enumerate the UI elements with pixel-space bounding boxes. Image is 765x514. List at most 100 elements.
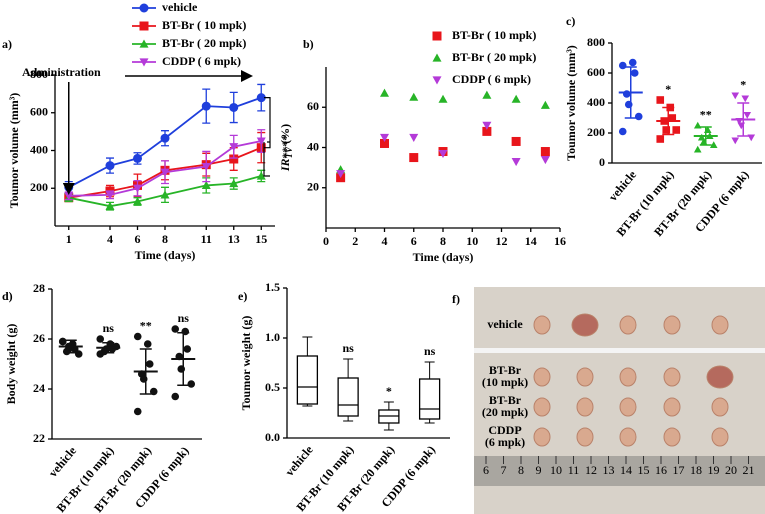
y-tick-label: 800 <box>587 35 605 49</box>
ruler <box>474 456 765 486</box>
x-tick-label: 6 <box>411 234 417 248</box>
y-tick-label: 0.0 <box>265 430 280 444</box>
x-tick-label: vehicle <box>606 167 640 204</box>
marker <box>630 69 639 77</box>
x-tick-label: vehicle <box>282 442 316 479</box>
box <box>296 355 319 405</box>
panel-label: d) <box>2 289 13 303</box>
marker <box>747 134 756 142</box>
legend-label: CDDP ( 6 mpk) <box>452 72 531 86</box>
significance-label: * <box>386 384 392 398</box>
y-axis-label: Toumor volume (mm³) <box>7 93 21 209</box>
marker <box>672 126 681 134</box>
row-label-line: CDDP <box>488 423 521 437</box>
marker <box>105 201 115 210</box>
significance-label: ** <box>700 107 712 121</box>
marker <box>511 157 521 167</box>
bracket <box>263 97 271 177</box>
tumor <box>619 367 637 387</box>
panel-label: a) <box>2 37 12 51</box>
marker <box>256 171 266 180</box>
legend-label: BT-Br ( 10 mpk) <box>162 18 246 32</box>
y-axis-label: Toumor weight (g) <box>239 316 253 411</box>
significance-label: * <box>665 82 671 96</box>
row-label-line: (20 mpk) <box>482 405 528 419</box>
marker <box>438 94 448 103</box>
marker <box>201 162 211 172</box>
y-tick-label: 600 <box>587 65 605 79</box>
y-tick-label: 20 <box>307 180 319 194</box>
row-label-line: vehicle <box>487 317 523 331</box>
marker <box>105 161 115 171</box>
marker <box>622 90 631 98</box>
marker <box>656 135 665 143</box>
marker <box>668 114 677 122</box>
y-tick-label: 0.5 <box>265 380 280 394</box>
x-tick-label: 0 <box>323 234 329 248</box>
marker <box>133 153 142 163</box>
marker <box>482 126 492 136</box>
y-tick-label: 200 <box>587 125 605 139</box>
row-label-line: BT-Br <box>489 363 522 377</box>
marker <box>96 335 105 343</box>
marker <box>201 180 211 190</box>
marker <box>380 138 389 148</box>
y-tick-label: 800 <box>30 67 48 81</box>
y-tick-label: 40 <box>307 139 319 153</box>
legend-label: BT-Br ( 20 mpk) <box>162 36 246 50</box>
marker <box>187 380 196 388</box>
x-axis-label: Time (days) <box>135 248 196 262</box>
tumor <box>576 427 594 447</box>
x-tick-label: 1 <box>66 232 72 246</box>
tumor <box>533 315 551 335</box>
x-tick-label: 8 <box>162 232 168 246</box>
marker <box>540 147 550 157</box>
ruler-label: 10 <box>550 463 562 477</box>
marker <box>183 345 192 353</box>
y-axis-label: Body weight (g) <box>4 324 18 405</box>
y-tick-label: 22 <box>33 431 45 445</box>
panel-label: c) <box>566 14 575 28</box>
tumor <box>576 367 594 387</box>
panel-label: f) <box>452 292 460 306</box>
marker <box>634 112 643 121</box>
ruler-label: 15 <box>638 463 650 477</box>
row-label-line: BT-Br <box>489 393 522 407</box>
significance-label: ** <box>140 318 152 332</box>
marker <box>741 95 750 103</box>
marker <box>58 337 67 346</box>
tumor <box>663 427 681 447</box>
x-tick-label: 11 <box>201 232 212 246</box>
marker <box>201 101 211 111</box>
marker <box>112 342 121 351</box>
y-tick-label: 1.5 <box>265 280 280 294</box>
x-tick-label: 13 <box>228 232 240 246</box>
x-tick-label: 4 <box>107 232 113 246</box>
marker <box>693 121 702 129</box>
significance-label: **** <box>276 135 290 159</box>
x-tick-label: 12 <box>496 234 508 248</box>
tumor <box>663 315 681 335</box>
row-label-line: (10 mpk) <box>482 375 528 389</box>
box <box>337 377 359 417</box>
tumor <box>533 427 551 447</box>
marker <box>380 133 389 142</box>
ruler-label: 12 <box>585 463 597 477</box>
x-tick-label: 2 <box>352 234 358 248</box>
x-tick-label: vehicle <box>46 443 80 480</box>
marker <box>540 155 550 165</box>
marker <box>74 350 83 358</box>
y-tick-label: 0 <box>599 155 605 169</box>
legend-label: vehicle <box>162 0 198 14</box>
marker <box>229 179 239 188</box>
marker <box>511 94 521 103</box>
y-axis-label: Toumor volume (mm³) <box>564 45 578 161</box>
marker <box>618 127 627 136</box>
tumor <box>711 315 729 335</box>
marker <box>743 111 752 119</box>
tumor <box>533 397 551 417</box>
marker <box>662 126 671 134</box>
panel-label: b) <box>303 37 314 51</box>
y-label-sub: TV <box>284 146 294 158</box>
